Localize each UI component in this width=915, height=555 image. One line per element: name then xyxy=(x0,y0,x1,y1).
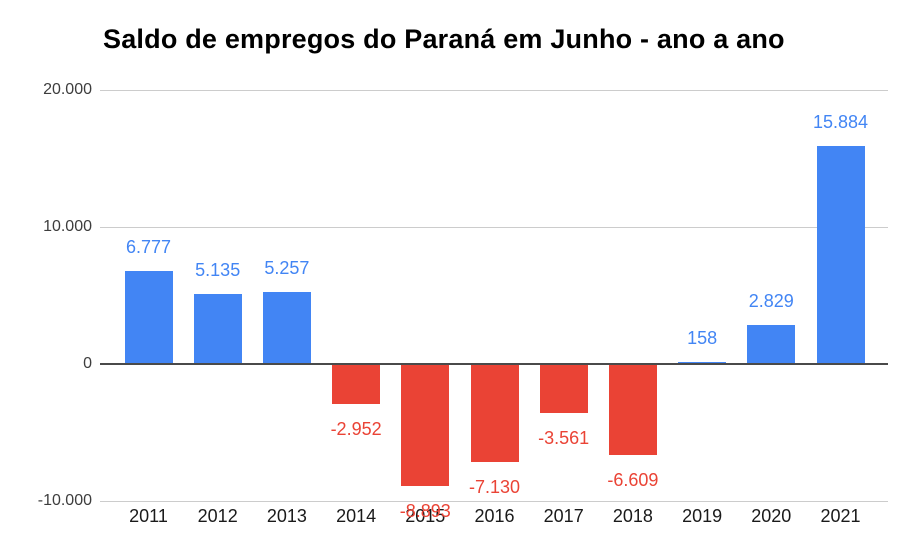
bar-2017 xyxy=(539,364,588,413)
bar-2012 xyxy=(193,293,242,364)
value-label-2011: 6.777 xyxy=(125,237,172,258)
value-label-2018: -6.609 xyxy=(607,469,659,490)
chart-title: Saldo de empregos do Paraná em Junho - a… xyxy=(103,24,785,54)
value-label-2019: 158 xyxy=(687,327,718,348)
value-label-2012: 5.135 xyxy=(195,259,241,280)
bar-2014 xyxy=(332,364,381,405)
x-axis-tick-label-2011: 2011 xyxy=(129,506,168,526)
value-label-2013: 5.257 xyxy=(264,257,310,278)
gridline xyxy=(100,89,888,91)
x-axis-tick-label-2013: 2013 xyxy=(266,506,307,526)
x-axis-tick-label-2014: 2014 xyxy=(336,506,377,526)
bar-2018 xyxy=(608,364,657,455)
x-axis-tick-label-2021: 2021 xyxy=(820,506,861,526)
y-axis-tick-label: 20.000 xyxy=(43,81,92,98)
x-axis-tick-label-2018: 2018 xyxy=(612,506,653,526)
value-label-2017: -3.561 xyxy=(538,427,590,448)
value-label-2015: -8.893 xyxy=(399,500,451,521)
bar-2016 xyxy=(470,364,519,462)
y-axis-tick-label: 0 xyxy=(83,355,92,372)
x-axis-tick-label-2019: 2019 xyxy=(682,506,723,526)
value-label-2020: 2.829 xyxy=(748,291,794,312)
y-axis-tick-label: -10.000 xyxy=(37,492,92,509)
y-axis-tick-label: 10.000 xyxy=(43,218,92,235)
value-label-2016: -7.130 xyxy=(468,476,521,497)
gridline xyxy=(100,226,888,228)
bar-2013 xyxy=(262,291,311,364)
x-axis-tick-label-2020: 2020 xyxy=(751,506,792,526)
x-axis-tick-label-2012: 2012 xyxy=(197,506,238,526)
bar-2021 xyxy=(816,146,865,364)
zero-axis-line xyxy=(100,363,888,365)
value-label-2021: 15.884 xyxy=(812,112,869,133)
x-axis-tick-label-2017: 2017 xyxy=(543,506,584,526)
gridline xyxy=(100,500,888,502)
x-axis-tick-label-2015: 2015 xyxy=(405,506,446,526)
bar-2020 xyxy=(747,325,796,364)
bar-2015 xyxy=(401,364,450,486)
bar-2011 xyxy=(124,271,173,364)
x-axis-tick-label-2016: 2016 xyxy=(474,506,515,526)
bar-2019 xyxy=(678,361,727,364)
value-label-2014: -2.952 xyxy=(330,419,382,440)
